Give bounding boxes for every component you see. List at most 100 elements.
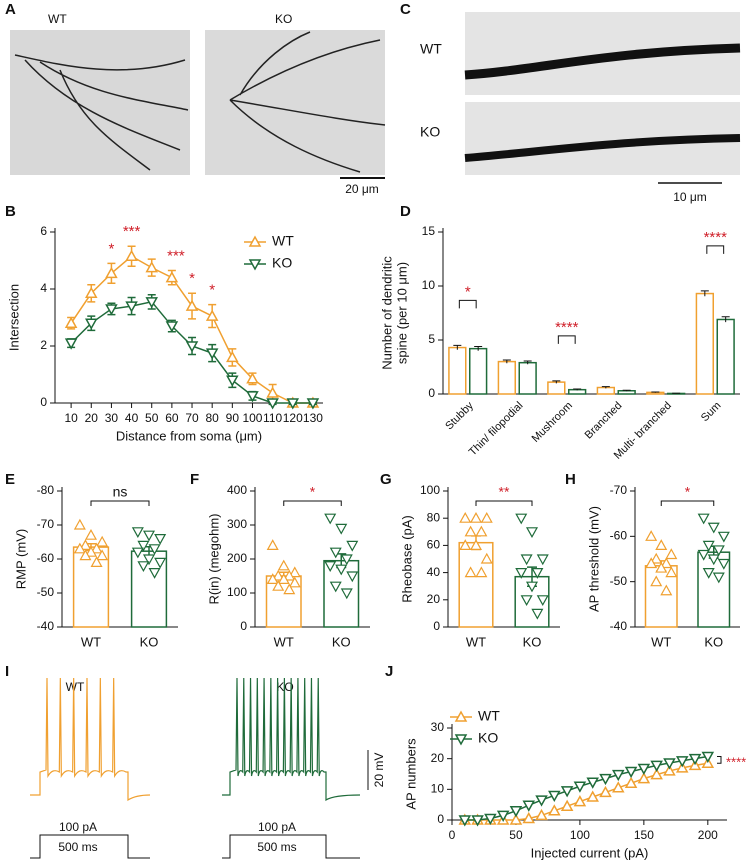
significance: * (465, 283, 471, 300)
error-bar (573, 388, 582, 391)
x-tick-label: 70 (185, 411, 199, 425)
data-point (531, 567, 544, 579)
x-tick-label: 200 (698, 828, 718, 842)
traces: WT KO 100 pA 100 pA 500 ms 500 ms 20 mV (30, 677, 386, 859)
x-tick-label: WT (466, 634, 486, 649)
label: 500 ms (257, 840, 296, 854)
marker (612, 769, 625, 782)
data-point (340, 588, 353, 600)
data-point (142, 530, 156, 542)
marker (663, 764, 676, 776)
panel-label: A (5, 1, 16, 18)
data-point (469, 511, 483, 523)
voltage-trace (30, 677, 151, 802)
marker (205, 309, 219, 321)
marker (535, 808, 548, 821)
marker (145, 297, 158, 309)
significance: **** (555, 319, 579, 336)
significance: * (108, 240, 114, 257)
data-point (536, 595, 549, 607)
data-point (90, 556, 103, 568)
bar (518, 361, 537, 395)
marker (246, 391, 259, 403)
data-point (154, 557, 167, 569)
x-tick-label: 20 (85, 411, 99, 425)
x-tick-label: 50 (509, 828, 523, 842)
bar (716, 318, 735, 395)
marker (125, 249, 138, 261)
marker (471, 815, 484, 827)
x-tick-label: 100 (570, 828, 590, 842)
marker (548, 804, 561, 816)
marker (675, 761, 689, 773)
data-point (665, 566, 678, 578)
y-tick-label: 300 (227, 517, 247, 531)
panel-label: J (385, 663, 393, 680)
y-tick-label: -80 (37, 483, 55, 497)
data-point (525, 527, 539, 539)
marker (624, 766, 638, 779)
significance: * (209, 282, 215, 299)
x-tick-label: 110 (263, 411, 282, 425)
y-tick-label: -60 (37, 551, 55, 565)
data-point (665, 548, 678, 560)
panel-label: H (565, 471, 576, 488)
data-point (283, 583, 296, 595)
legend-label: KO (478, 730, 498, 746)
data-point (660, 584, 673, 596)
y-tick-label: 60 (427, 538, 441, 552)
current-step (30, 834, 150, 859)
scale-label: 10 μm (673, 190, 707, 204)
data-point (346, 571, 359, 583)
x-tick-label: KO (140, 634, 159, 649)
marker (286, 398, 300, 410)
significance: ** (499, 484, 510, 500)
panel-label: D (400, 203, 411, 220)
marker (522, 800, 536, 812)
marker (637, 763, 651, 776)
bar (596, 386, 615, 395)
error-bar (453, 344, 462, 350)
label: WT (48, 12, 67, 26)
data-point (272, 579, 285, 591)
data-point (464, 525, 477, 537)
data-point (142, 554, 156, 566)
label: 100 pA (59, 820, 97, 834)
x-tick-label: 90 (226, 411, 240, 425)
marker (675, 756, 689, 768)
data-point (266, 539, 279, 551)
data-point (645, 530, 658, 541)
y-axis-label: RMP (mV) (13, 529, 28, 589)
x-tick-label: 120 (283, 411, 303, 425)
y-tick-label: -50 (610, 574, 628, 588)
data-point (697, 549, 710, 561)
bracket (283, 500, 342, 506)
dendrites (229, 31, 386, 173)
error-bar (552, 380, 561, 384)
data-point (73, 542, 86, 554)
bracket (660, 500, 715, 506)
y-tick-label: 400 (227, 483, 247, 497)
data-point (154, 533, 167, 545)
data-point (469, 539, 483, 551)
data-point (283, 569, 296, 581)
bracket (717, 756, 722, 764)
bracket (90, 500, 150, 506)
y-tick-label: 10 (422, 278, 436, 292)
dendrites (14, 54, 189, 171)
y-tick-label: 0 (437, 812, 444, 826)
significance: *** (123, 223, 141, 240)
marker (522, 811, 536, 824)
data-point (717, 558, 730, 570)
scale-label: 20 μm (345, 182, 379, 196)
spine-ko (464, 134, 741, 162)
data-point (525, 581, 539, 593)
y-tick-label: 4 (40, 281, 47, 295)
image-a-ko (205, 30, 385, 175)
marker (586, 790, 599, 802)
panel-label: E (5, 471, 15, 488)
y-axis-label: R(in) (megohm) (206, 513, 221, 604)
x-tick-label: 60 (165, 411, 179, 425)
significance: * (310, 484, 316, 500)
x-tick-label: 40 (125, 411, 139, 425)
